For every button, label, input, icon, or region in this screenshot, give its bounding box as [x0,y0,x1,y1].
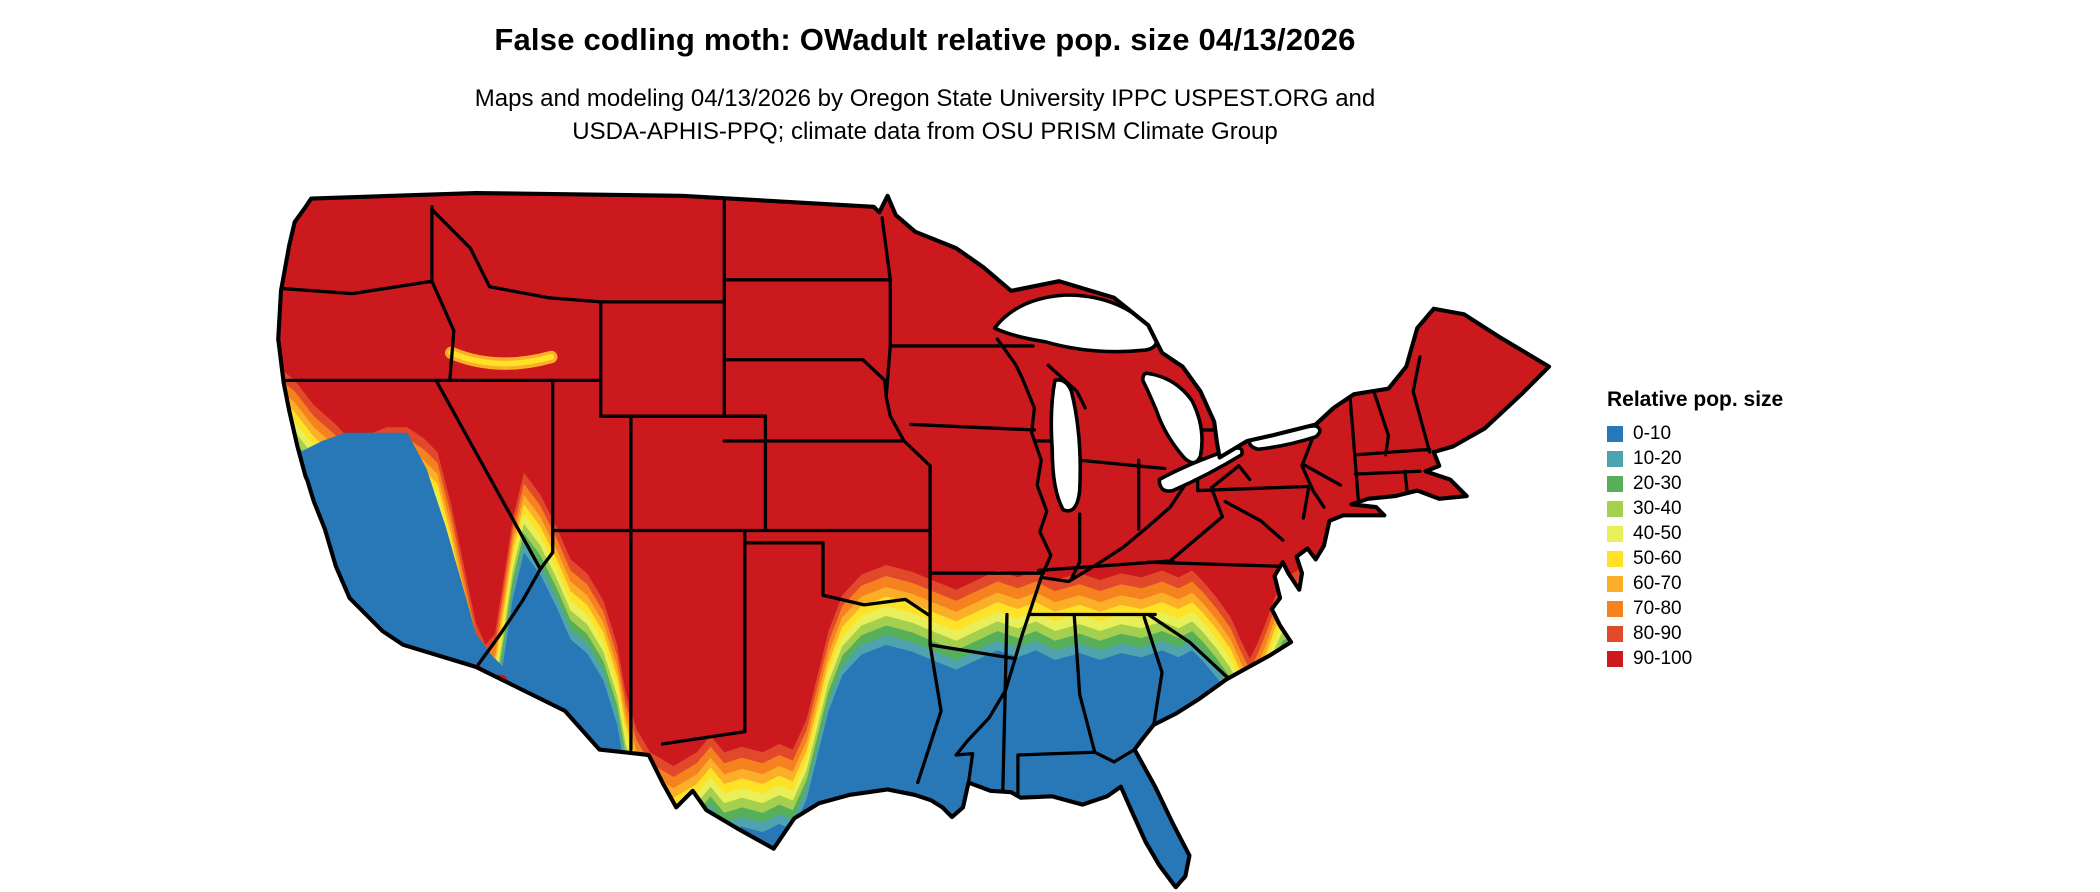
us-map-svg [276,190,1552,890]
legend-item-90-100: 90-100 [1607,646,1867,671]
legend-item-label: 40-50 [1633,522,1682,544]
legend-item-40-50: 40-50 [1607,521,1867,546]
state-borders [278,199,1432,800]
legend-item-60-70: 60-70 [1607,571,1867,596]
legend-title: Relative pop. size [1607,388,1784,411]
legend-item-label: 50-60 [1633,547,1682,569]
legend-item-0-10: 0-10 [1607,421,1867,446]
legend-swatch [1607,625,1623,642]
legend-item-10-20: 10-20 [1607,446,1867,471]
legend-item-label: 30-40 [1633,497,1682,519]
legend-item-label: 20-30 [1633,472,1682,494]
legend-item-label: 0-10 [1633,422,1672,444]
legend-item-label: 80-90 [1633,622,1682,644]
map-subtitle: Maps and modeling 04/13/2026 by Oregon S… [0,82,1850,148]
legend-item-80-90: 80-90 [1607,621,1867,646]
legend-item-label: 60-70 [1633,572,1682,594]
subtitle-line-1: Maps and modeling 04/13/2026 by Oregon S… [474,85,1376,112]
legend-swatch [1607,575,1623,592]
legend-swatch [1607,525,1623,542]
map-title: False codling moth: OWadult relative pop… [494,22,1356,57]
legend-item-label: 70-80 [1633,597,1682,619]
legend-item-70-80: 70-80 [1607,596,1867,621]
legend-item-20-30: 20-30 [1607,471,1867,496]
lake-michigan [1049,378,1083,513]
legend-item-label: 90-100 [1633,647,1693,669]
lake-huron [1141,371,1204,465]
snake-river-plain-core [448,350,555,367]
california-low-population-region [300,432,512,698]
legend-swatch [1607,500,1623,517]
us-map [270,160,1560,890]
legend-swatch [1607,475,1623,492]
legend-swatch [1607,600,1623,617]
legend-swatch [1607,425,1623,442]
us-outline [276,190,1552,890]
legend-swatch [1607,650,1623,667]
map-legend: Relative pop. size 0-10 10-20 20-30 30-40 40… [1607,388,1867,671]
legend-item-label: 10-20 [1633,447,1682,469]
legend-swatch [1607,450,1623,467]
legend-item-30-40: 30-40 [1607,496,1867,521]
subtitle-line-2: USDA-APHIS-PPQ; climate data from OSU PR… [572,118,1278,145]
legend-item-50-60: 50-60 [1607,546,1867,571]
legend-swatch [1607,550,1623,567]
